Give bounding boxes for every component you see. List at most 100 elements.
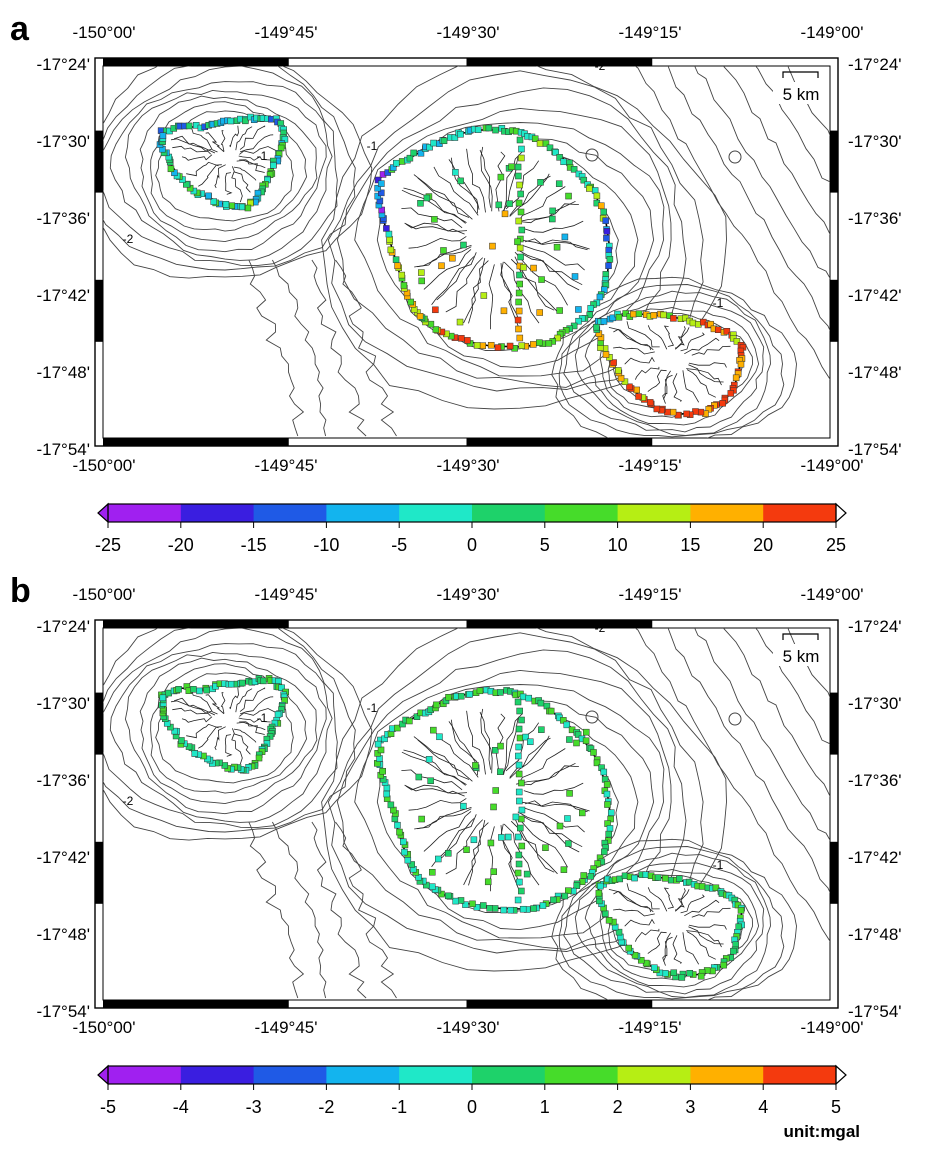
station-marker — [538, 276, 545, 283]
contour-label: -1 — [367, 701, 378, 715]
lat-label-left: -17°42' — [36, 848, 90, 867]
ridge-line — [523, 782, 584, 795]
ridge-line — [408, 798, 467, 811]
station-marker — [587, 873, 595, 880]
ridge-line — [505, 722, 540, 772]
station-marker — [631, 952, 639, 959]
ridge-line — [401, 189, 466, 224]
colorbar-swatch — [690, 1066, 764, 1084]
station-marker — [514, 698, 522, 706]
ridge-line — [239, 125, 266, 150]
colorbar-low-triangle — [97, 1064, 109, 1086]
ridge-line — [647, 325, 668, 350]
station-marker — [484, 878, 492, 886]
lat-label-left: -17°36' — [36, 209, 90, 228]
station-marker — [596, 293, 604, 301]
station-marker — [431, 216, 438, 223]
ridge-line — [405, 784, 465, 797]
ridge-line — [682, 932, 700, 965]
ridge-line — [517, 748, 566, 785]
ridge-line — [468, 820, 486, 886]
lat-label-left: -17°54' — [36, 1002, 90, 1021]
ridge-line — [522, 200, 576, 224]
station-marker — [378, 189, 385, 197]
map-body: -1 -1 -2 -2 -1 — [103, 66, 830, 438]
colorbar-tick-label: -5 — [391, 535, 407, 555]
contour-line — [124, 651, 327, 815]
colorbar-swatch — [544, 1066, 619, 1084]
station-marker — [595, 889, 603, 897]
contour-line — [103, 628, 356, 833]
station-marker — [239, 679, 246, 687]
ridge-line — [688, 364, 724, 383]
station-marker — [417, 200, 424, 207]
station-marker — [394, 724, 401, 732]
station-marker — [427, 320, 435, 328]
station-marker — [392, 256, 400, 263]
contour-line — [103, 66, 338, 267]
contour-line — [694, 628, 830, 842]
station-marker — [712, 884, 720, 892]
border-bar-bottom — [466, 1000, 653, 1008]
ridge-line — [509, 173, 550, 217]
ridge-line — [205, 694, 225, 715]
station-marker — [440, 247, 447, 254]
station-marker — [497, 742, 504, 750]
ridge-line — [479, 149, 491, 208]
station-marker — [512, 813, 520, 821]
station-marker — [565, 840, 572, 847]
station-marker — [425, 756, 433, 763]
station-marker — [635, 393, 642, 400]
station-marker — [615, 313, 623, 321]
ridge-line — [672, 373, 682, 402]
border-bar-right — [830, 130, 838, 193]
station-marker — [575, 317, 582, 325]
ridge-line — [436, 256, 475, 301]
station-marker — [400, 282, 408, 289]
ridge-line — [232, 728, 251, 755]
station-marker — [570, 166, 578, 173]
station-marker — [732, 374, 740, 382]
border-bar-top — [466, 620, 653, 628]
colorbar-tick-label: 2 — [613, 1097, 623, 1117]
station-marker — [733, 338, 741, 345]
station-marker — [714, 326, 722, 333]
contour-line — [103, 628, 373, 841]
station-marker — [536, 140, 544, 147]
station-marker — [735, 923, 742, 931]
contour-line — [248, 821, 305, 999]
station-marker — [600, 768, 608, 776]
station-marker — [550, 896, 557, 904]
contour-line — [272, 821, 327, 999]
ridge-line — [522, 245, 585, 271]
ridge-line — [503, 713, 523, 775]
seamount-contour — [728, 712, 742, 726]
station-marker — [565, 887, 572, 894]
ridge-line — [613, 346, 655, 355]
contour-line — [787, 628, 830, 699]
station-marker — [406, 717, 413, 725]
contour-line — [551, 838, 797, 1000]
station-marker — [560, 866, 568, 873]
colorbar-swatch — [690, 504, 764, 522]
lon-label-top: -149°30' — [437, 23, 500, 42]
ridge-line — [401, 769, 463, 791]
station-marker — [514, 316, 522, 324]
station-marker — [697, 408, 705, 416]
station-marker — [615, 367, 622, 374]
ridge-line — [684, 899, 720, 917]
station-marker — [486, 905, 493, 912]
station-marker — [438, 890, 445, 898]
border-bar-bottom — [103, 438, 289, 446]
ridge-line — [613, 908, 655, 917]
station-marker — [630, 310, 637, 318]
station-marker — [515, 833, 522, 841]
station-marker — [500, 906, 507, 914]
contour-line — [321, 66, 727, 410]
ridge-line — [404, 784, 468, 794]
station-marker — [463, 846, 470, 853]
ridge-line — [239, 696, 274, 715]
ridge-line — [517, 186, 566, 223]
station-marker — [491, 747, 499, 754]
station-marker — [490, 803, 497, 811]
